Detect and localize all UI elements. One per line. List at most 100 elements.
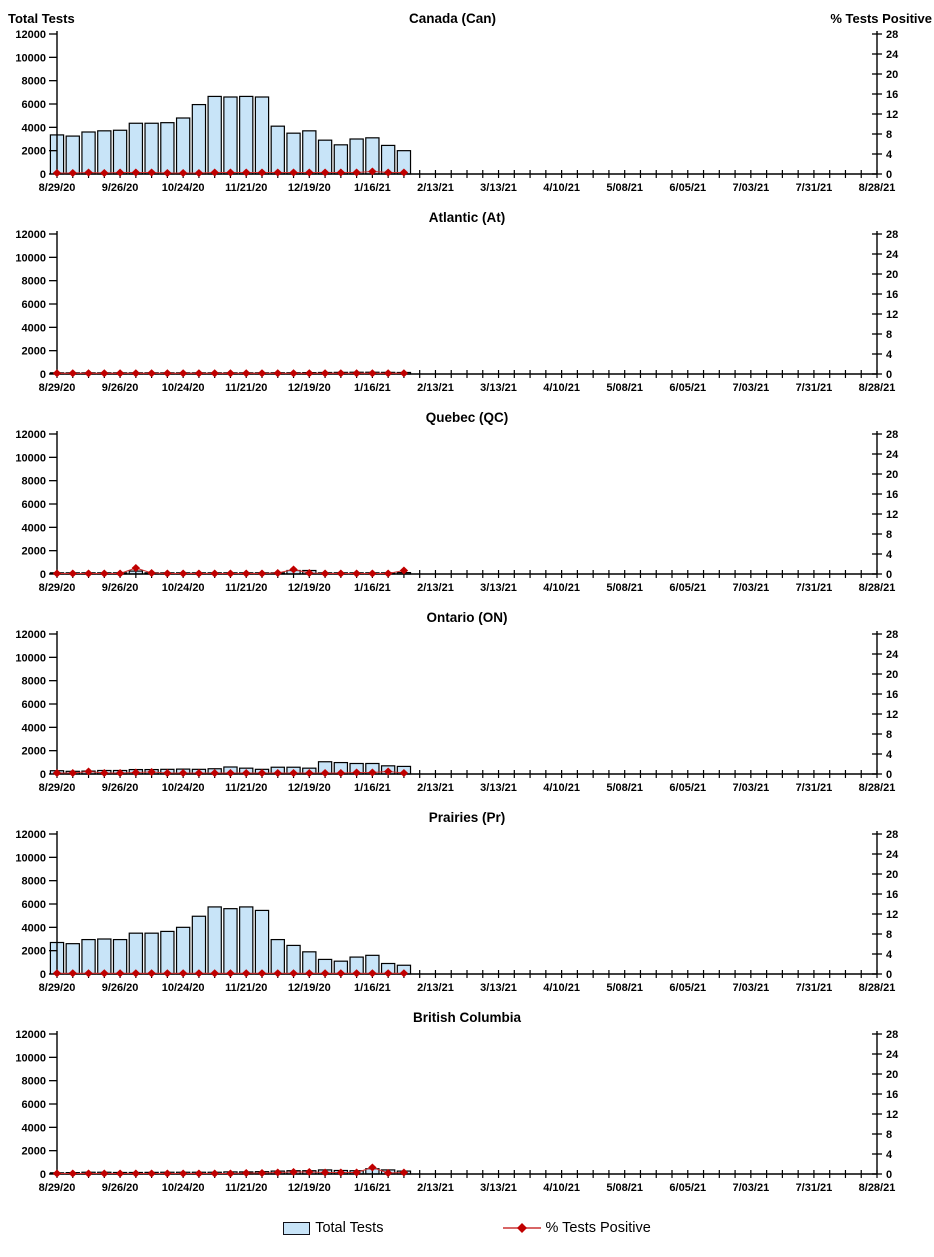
total-tests-bar bbox=[160, 122, 175, 175]
pct-positive-marker bbox=[147, 768, 156, 776]
total-tests-bar bbox=[144, 932, 159, 975]
tick-label: 4/10/21 bbox=[543, 382, 580, 394]
tick-label: 4000 bbox=[22, 322, 46, 334]
pct-positive-marker bbox=[305, 369, 314, 378]
legend-item-pct-positive: % Tests Positive bbox=[501, 1220, 651, 1236]
pct-positive-marker bbox=[273, 569, 282, 577]
pct-positive-marker bbox=[368, 969, 377, 978]
total-tests-bar bbox=[270, 125, 285, 175]
tick-label: 0 bbox=[886, 1169, 892, 1181]
tick-label: 2000 bbox=[22, 146, 46, 158]
tick-label: 4000 bbox=[22, 122, 46, 134]
tick-label: 4 bbox=[886, 349, 893, 361]
pct-positive-marker bbox=[115, 969, 125, 978]
tick-label: 8/29/20 bbox=[39, 182, 76, 194]
pct-positive-marker bbox=[352, 569, 361, 578]
tick-label: 5/08/21 bbox=[606, 582, 643, 594]
pct-positive-marker bbox=[320, 369, 330, 378]
tick-label: 10/24/20 bbox=[162, 582, 205, 594]
pct-positive-marker bbox=[289, 565, 298, 574]
tick-label: 2/13/21 bbox=[417, 582, 454, 594]
total-tests-bar bbox=[286, 132, 301, 175]
chart-atlantic-plot: 0 2000 4000 6000 8000 10000 12000 0 4 8 12 16 20 24 28… bbox=[15, 229, 899, 394]
pct-positive-marker bbox=[336, 369, 346, 378]
pct-positive-marker bbox=[320, 1168, 330, 1177]
pct-positive-marker bbox=[194, 369, 204, 378]
tick-label: 1/16/21 bbox=[354, 582, 391, 594]
tick-label: 7/03/21 bbox=[732, 582, 769, 594]
tick-label: 11/21/20 bbox=[225, 382, 267, 394]
tick-label: 12000 bbox=[15, 429, 46, 441]
chart-quebec-title: Quebec (QC) bbox=[425, 410, 509, 425]
tick-label: 16 bbox=[886, 1089, 898, 1101]
pct-positive-marker bbox=[84, 569, 93, 578]
total-tests-bar bbox=[128, 122, 144, 175]
tick-label: 10000 bbox=[15, 252, 46, 264]
tick-label: 12000 bbox=[15, 229, 46, 241]
total-tests-bar bbox=[112, 129, 128, 175]
tick-label: 4 bbox=[886, 749, 893, 761]
total-tests-bar bbox=[191, 103, 207, 175]
chart-atlantic: Atlantic (At) 0 2000 4000 6000 8000 10000 1200… bbox=[0, 204, 934, 404]
chart-canada-title: Canada (Can) bbox=[409, 11, 497, 26]
tick-label: 8000 bbox=[22, 676, 46, 688]
pct-positive-marker bbox=[336, 1168, 346, 1177]
pct-positive-marker bbox=[289, 1168, 298, 1176]
pct-positive-marker bbox=[368, 167, 377, 176]
pct-positive-marker bbox=[100, 1169, 109, 1178]
tick-label: 12/19/20 bbox=[288, 582, 331, 594]
tick-label: 9/26/20 bbox=[102, 782, 139, 794]
pct-positive-marker bbox=[210, 369, 219, 378]
tick-label: 1/16/21 bbox=[354, 782, 391, 794]
tick-label: 8/28/21 bbox=[859, 982, 896, 994]
tick-label: 8 bbox=[886, 129, 892, 141]
tick-label: 2/13/21 bbox=[417, 182, 454, 194]
pct-positive-marker bbox=[52, 969, 62, 978]
chart-canada: Total Tests Canada (Can) % Tests Positiv… bbox=[0, 0, 934, 204]
pct-positive-marker bbox=[320, 569, 330, 578]
pct-positive-marker bbox=[242, 1169, 251, 1177]
tick-label: 0 bbox=[886, 969, 892, 981]
pct-positive-marker bbox=[52, 1169, 62, 1178]
chart-canada-plot: 0 2000 4000 6000 8000 10000 12000 0 4 8 12 16 20 24 28… bbox=[15, 29, 899, 194]
tick-label: 16 bbox=[886, 689, 898, 701]
pct-positive-marker bbox=[273, 369, 282, 378]
tick-label: 0 bbox=[40, 569, 46, 581]
pct-positive-marker bbox=[52, 769, 62, 777]
pct-positive-marker bbox=[226, 569, 235, 578]
tick-label: 20 bbox=[886, 469, 898, 481]
chart-british-columbia-title: British Columbia bbox=[412, 1010, 521, 1025]
pct-positive-marker bbox=[178, 369, 188, 378]
pct-positive-marker bbox=[100, 169, 109, 177]
pct-positive-marker bbox=[242, 168, 251, 177]
pct-positive-marker bbox=[84, 369, 93, 378]
total-tests-bar bbox=[97, 938, 112, 975]
tick-label: 6000 bbox=[22, 899, 46, 911]
total-tests-bar bbox=[175, 926, 191, 975]
pct-positive-marker bbox=[383, 369, 393, 378]
tick-label: 4000 bbox=[22, 922, 46, 934]
tick-label: 12000 bbox=[15, 29, 46, 41]
pct-positive-marker bbox=[68, 369, 77, 378]
tick-label: 0 bbox=[40, 169, 46, 181]
tick-label: 0 bbox=[886, 569, 892, 581]
total-tests-bar bbox=[160, 930, 175, 975]
pct-positive-marker bbox=[226, 369, 235, 378]
pct-positive-marker bbox=[131, 564, 141, 572]
tick-label: 6/05/21 bbox=[669, 382, 706, 394]
pct-positive-marker bbox=[131, 768, 141, 777]
pct-positive-marker bbox=[273, 1168, 282, 1177]
tick-label: 8000 bbox=[22, 876, 46, 888]
tick-label: 20 bbox=[886, 69, 898, 81]
pct-positive-marker bbox=[68, 969, 77, 978]
pct-positive-marker bbox=[52, 569, 62, 578]
pct-positive-marker bbox=[383, 168, 393, 177]
pct-positive-marker bbox=[273, 969, 282, 978]
tick-label: 12 bbox=[886, 509, 898, 521]
tick-label: 4 bbox=[886, 1149, 893, 1161]
pct-positive-marker bbox=[257, 769, 267, 777]
tick-label: 16 bbox=[886, 489, 898, 501]
pct-positive-marker bbox=[194, 769, 204, 777]
tick-label: 9/26/20 bbox=[102, 182, 139, 194]
